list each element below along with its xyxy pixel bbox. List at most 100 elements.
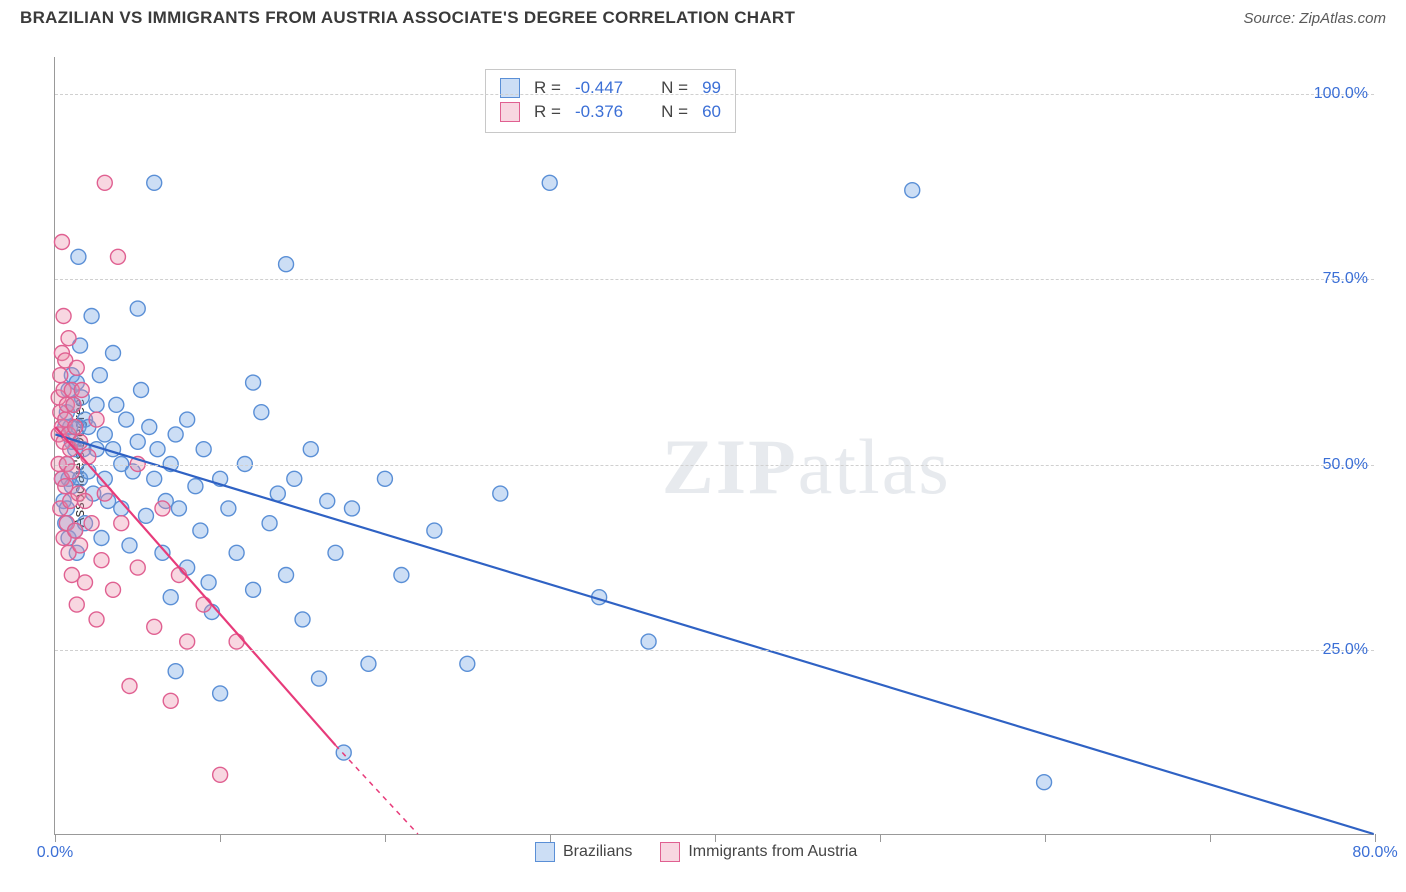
scatter-point bbox=[122, 679, 137, 694]
scatter-point bbox=[84, 516, 99, 531]
scatter-point bbox=[1037, 775, 1052, 790]
scatter-point bbox=[92, 368, 107, 383]
scatter-point bbox=[427, 523, 442, 538]
scatter-point bbox=[119, 412, 134, 427]
scatter-point bbox=[394, 568, 409, 583]
scatter-point bbox=[254, 405, 269, 420]
scatter-point bbox=[110, 249, 125, 264]
y-tick-label: 75.0% bbox=[1323, 270, 1368, 288]
scatter-point bbox=[64, 464, 79, 479]
scatter-point bbox=[130, 434, 145, 449]
scatter-point bbox=[542, 175, 557, 190]
scatter-point bbox=[68, 420, 83, 435]
scatter-point bbox=[344, 501, 359, 516]
gridline-h bbox=[55, 94, 1374, 95]
chart-title: BRAZILIAN VS IMMIGRANTS FROM AUSTRIA ASS… bbox=[20, 8, 795, 28]
scatter-point bbox=[71, 249, 86, 264]
x-tick-label: 80.0% bbox=[1352, 844, 1397, 862]
scatter-point bbox=[147, 471, 162, 486]
x-tick-mark bbox=[1045, 834, 1046, 842]
source-attribution: Source: ZipAtlas.com bbox=[1243, 10, 1386, 27]
scatter-point bbox=[171, 501, 186, 516]
x-tick-mark bbox=[220, 834, 221, 842]
scatter-point bbox=[106, 582, 121, 597]
legend-item-austria: Immigrants from Austria bbox=[660, 842, 857, 862]
scatter-point bbox=[163, 693, 178, 708]
scatter-point bbox=[81, 449, 96, 464]
y-tick-label: 25.0% bbox=[1323, 641, 1368, 659]
scatter-point bbox=[114, 516, 129, 531]
scatter-point bbox=[89, 412, 104, 427]
scatter-point bbox=[279, 568, 294, 583]
scatter-point bbox=[303, 442, 318, 457]
scatter-point bbox=[168, 427, 183, 442]
scatter-point bbox=[163, 590, 178, 605]
scatter-point bbox=[279, 257, 294, 272]
scatter-point bbox=[97, 427, 112, 442]
scatter-point bbox=[229, 545, 244, 560]
chart-area: Associate's Degree ZIPatlas R = -0.447 N… bbox=[20, 45, 1386, 880]
gridline-h bbox=[55, 465, 1374, 466]
scatter-point bbox=[69, 597, 84, 612]
scatter-point bbox=[312, 671, 327, 686]
scatter-point bbox=[168, 664, 183, 679]
scatter-point bbox=[196, 442, 211, 457]
scatter-point bbox=[262, 516, 277, 531]
bottom-legend: Brazilians Immigrants from Austria bbox=[535, 842, 857, 862]
scatter-point bbox=[122, 538, 137, 553]
scatter-point bbox=[905, 183, 920, 198]
scatter-point bbox=[246, 582, 261, 597]
legend-swatch-brazilians bbox=[535, 842, 555, 862]
scatter-point bbox=[180, 634, 195, 649]
x-tick-mark bbox=[55, 834, 56, 842]
scatter-point bbox=[287, 471, 302, 486]
scatter-point bbox=[130, 301, 145, 316]
scatter-point bbox=[188, 479, 203, 494]
legend-label-brazilians: Brazilians bbox=[563, 843, 632, 861]
scatter-point bbox=[377, 471, 392, 486]
scatter-point bbox=[109, 397, 124, 412]
trendline bbox=[55, 434, 1373, 834]
scatter-point bbox=[94, 553, 109, 568]
scatter-point bbox=[295, 612, 310, 627]
scatter-point bbox=[58, 479, 73, 494]
scatter-point bbox=[213, 767, 228, 782]
scatter-point bbox=[54, 235, 69, 250]
x-tick-mark bbox=[385, 834, 386, 842]
scatter-point bbox=[69, 360, 84, 375]
scatter-point bbox=[221, 501, 236, 516]
x-tick-label: 0.0% bbox=[37, 844, 73, 862]
scatter-point bbox=[61, 331, 76, 346]
scatter-point bbox=[155, 501, 170, 516]
scatter-point bbox=[460, 656, 475, 671]
scatter-point bbox=[201, 575, 216, 590]
scatter-point bbox=[89, 397, 104, 412]
scatter-point bbox=[130, 560, 145, 575]
scatter-point bbox=[53, 368, 68, 383]
legend-swatch-austria bbox=[660, 842, 680, 862]
scatter-point bbox=[78, 494, 93, 509]
scatter-point bbox=[66, 397, 81, 412]
x-tick-mark bbox=[715, 834, 716, 842]
scatter-point bbox=[150, 442, 165, 457]
y-tick-label: 100.0% bbox=[1314, 85, 1368, 103]
scatter-point bbox=[68, 523, 83, 538]
scatter-point bbox=[246, 375, 261, 390]
scatter-point bbox=[147, 175, 162, 190]
legend-item-brazilians: Brazilians bbox=[535, 842, 632, 862]
scatter-point bbox=[84, 309, 99, 324]
scatter-point bbox=[641, 634, 656, 649]
scatter-point bbox=[193, 523, 208, 538]
gridline-h bbox=[55, 650, 1374, 651]
scatter-point bbox=[196, 597, 211, 612]
legend-label-austria: Immigrants from Austria bbox=[688, 843, 857, 861]
x-tick-mark bbox=[880, 834, 881, 842]
scatter-point bbox=[493, 486, 508, 501]
scatter-point bbox=[78, 575, 93, 590]
chart-header: BRAZILIAN VS IMMIGRANTS FROM AUSTRIA ASS… bbox=[0, 0, 1406, 32]
gridline-h bbox=[55, 279, 1374, 280]
scatter-point bbox=[56, 309, 71, 324]
plot-region: ZIPatlas R = -0.447 N = 99 R = -0.376 N … bbox=[54, 57, 1374, 835]
scatter-point bbox=[213, 686, 228, 701]
scatter-point bbox=[64, 568, 79, 583]
